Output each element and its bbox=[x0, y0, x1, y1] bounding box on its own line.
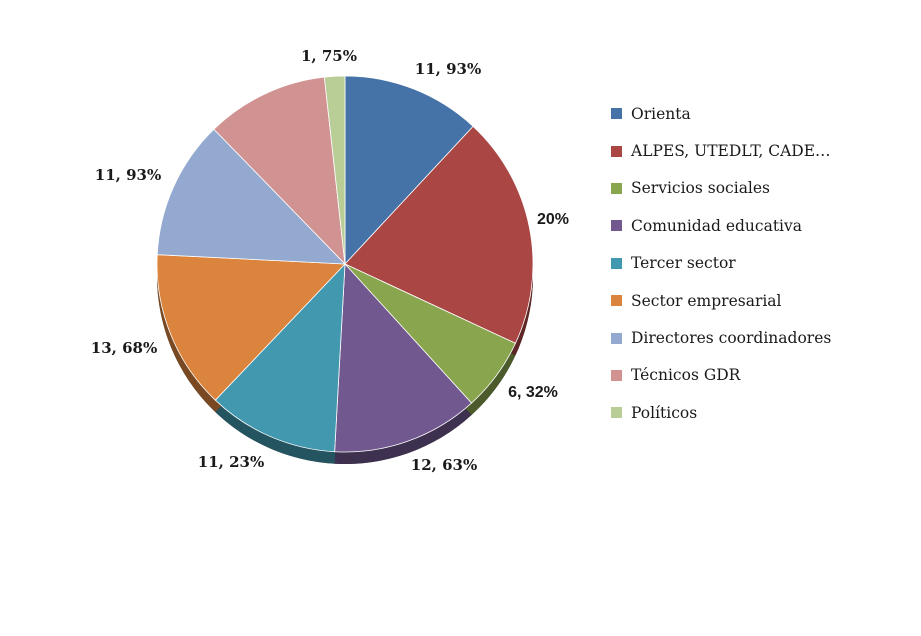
value-label-orienta: 11, 93% bbox=[415, 60, 481, 78]
value-label-tercer-sector: 11, 23% bbox=[198, 453, 264, 471]
value-label-directores-coordinadores: 11, 93% bbox=[95, 166, 161, 184]
value-label-alpes-utedlt-cade: 20% bbox=[537, 211, 569, 228]
chart-legend: Orienta ALPES, UTEDLT, CADE… Servicios soc… bbox=[611, 95, 831, 432]
legend-swatch bbox=[611, 145, 622, 157]
legend-swatch bbox=[611, 332, 622, 344]
legend-swatch bbox=[611, 369, 622, 381]
pie-value-labels: 11, 93% 20% 6, 32% 12, 63% 11, 23% 13, 68% 11,… bbox=[91, 47, 569, 474]
legend-swatch bbox=[611, 257, 622, 269]
legend-item-sector-empresarial: Sector empresarial bbox=[611, 282, 831, 319]
legend-item-comunidad-educativa: Comunidad educativa bbox=[611, 207, 831, 244]
pie-slice-alpes-utedlt-cade bbox=[344, 125, 534, 344]
legend-label: Políticos bbox=[631, 403, 698, 422]
legend-item-orienta: Orienta bbox=[611, 95, 831, 132]
value-label-comunidad-educativa: 12, 63% bbox=[411, 456, 477, 474]
legend-item-alpes-utedlt-cade: ALPES, UTEDLT, CADE… bbox=[611, 132, 831, 169]
legend-label: Tercer sector bbox=[631, 254, 736, 273]
legend-item-directores-coordinadores: Directores coordinadores bbox=[611, 319, 831, 356]
legend-label: Servicios sociales bbox=[631, 179, 771, 198]
pie-slice-directores-coordinadores bbox=[156, 128, 346, 265]
legend-item-servicios-sociales: Servicios sociales bbox=[611, 170, 831, 207]
legend-item-t-cnicos-gdr: Técnicos GDR bbox=[611, 357, 831, 394]
legend-swatch bbox=[611, 182, 622, 194]
legend-swatch bbox=[611, 108, 622, 120]
legend-label: Orienta bbox=[631, 104, 691, 123]
legend-label: Técnicos GDR bbox=[631, 366, 741, 385]
pie-slice-sector-empresarial bbox=[156, 254, 346, 401]
legend-swatch bbox=[611, 220, 622, 232]
value-label-servicios-sociales: 6, 32% bbox=[508, 384, 558, 401]
legend-label: ALPES, UTEDLT, CADE… bbox=[631, 142, 831, 161]
pie-slice-orienta bbox=[344, 75, 474, 266]
pie-slices bbox=[156, 75, 534, 453]
legend-item-pol-ticos: Políticos bbox=[611, 394, 831, 431]
legend-label: Comunidad educativa bbox=[631, 216, 803, 235]
pie-slice-comunidad-educativa bbox=[334, 263, 473, 453]
value-label-sector-empresarial: 13, 68% bbox=[91, 339, 157, 357]
pie-slice-pol-ticos bbox=[323, 75, 346, 265]
pie-slice-tercer-sector bbox=[214, 262, 346, 453]
legend-label: Directores coordinadores bbox=[631, 329, 832, 348]
pie-slice-t-cnicos-gdr bbox=[213, 76, 346, 266]
legend-swatch bbox=[611, 295, 622, 307]
legend-swatch bbox=[611, 407, 622, 419]
legend-label: Sector empresarial bbox=[631, 291, 782, 310]
value-label-pol-ticos: 1, 75% bbox=[301, 47, 357, 65]
legend-item-tercer-sector: Tercer sector bbox=[611, 245, 831, 282]
